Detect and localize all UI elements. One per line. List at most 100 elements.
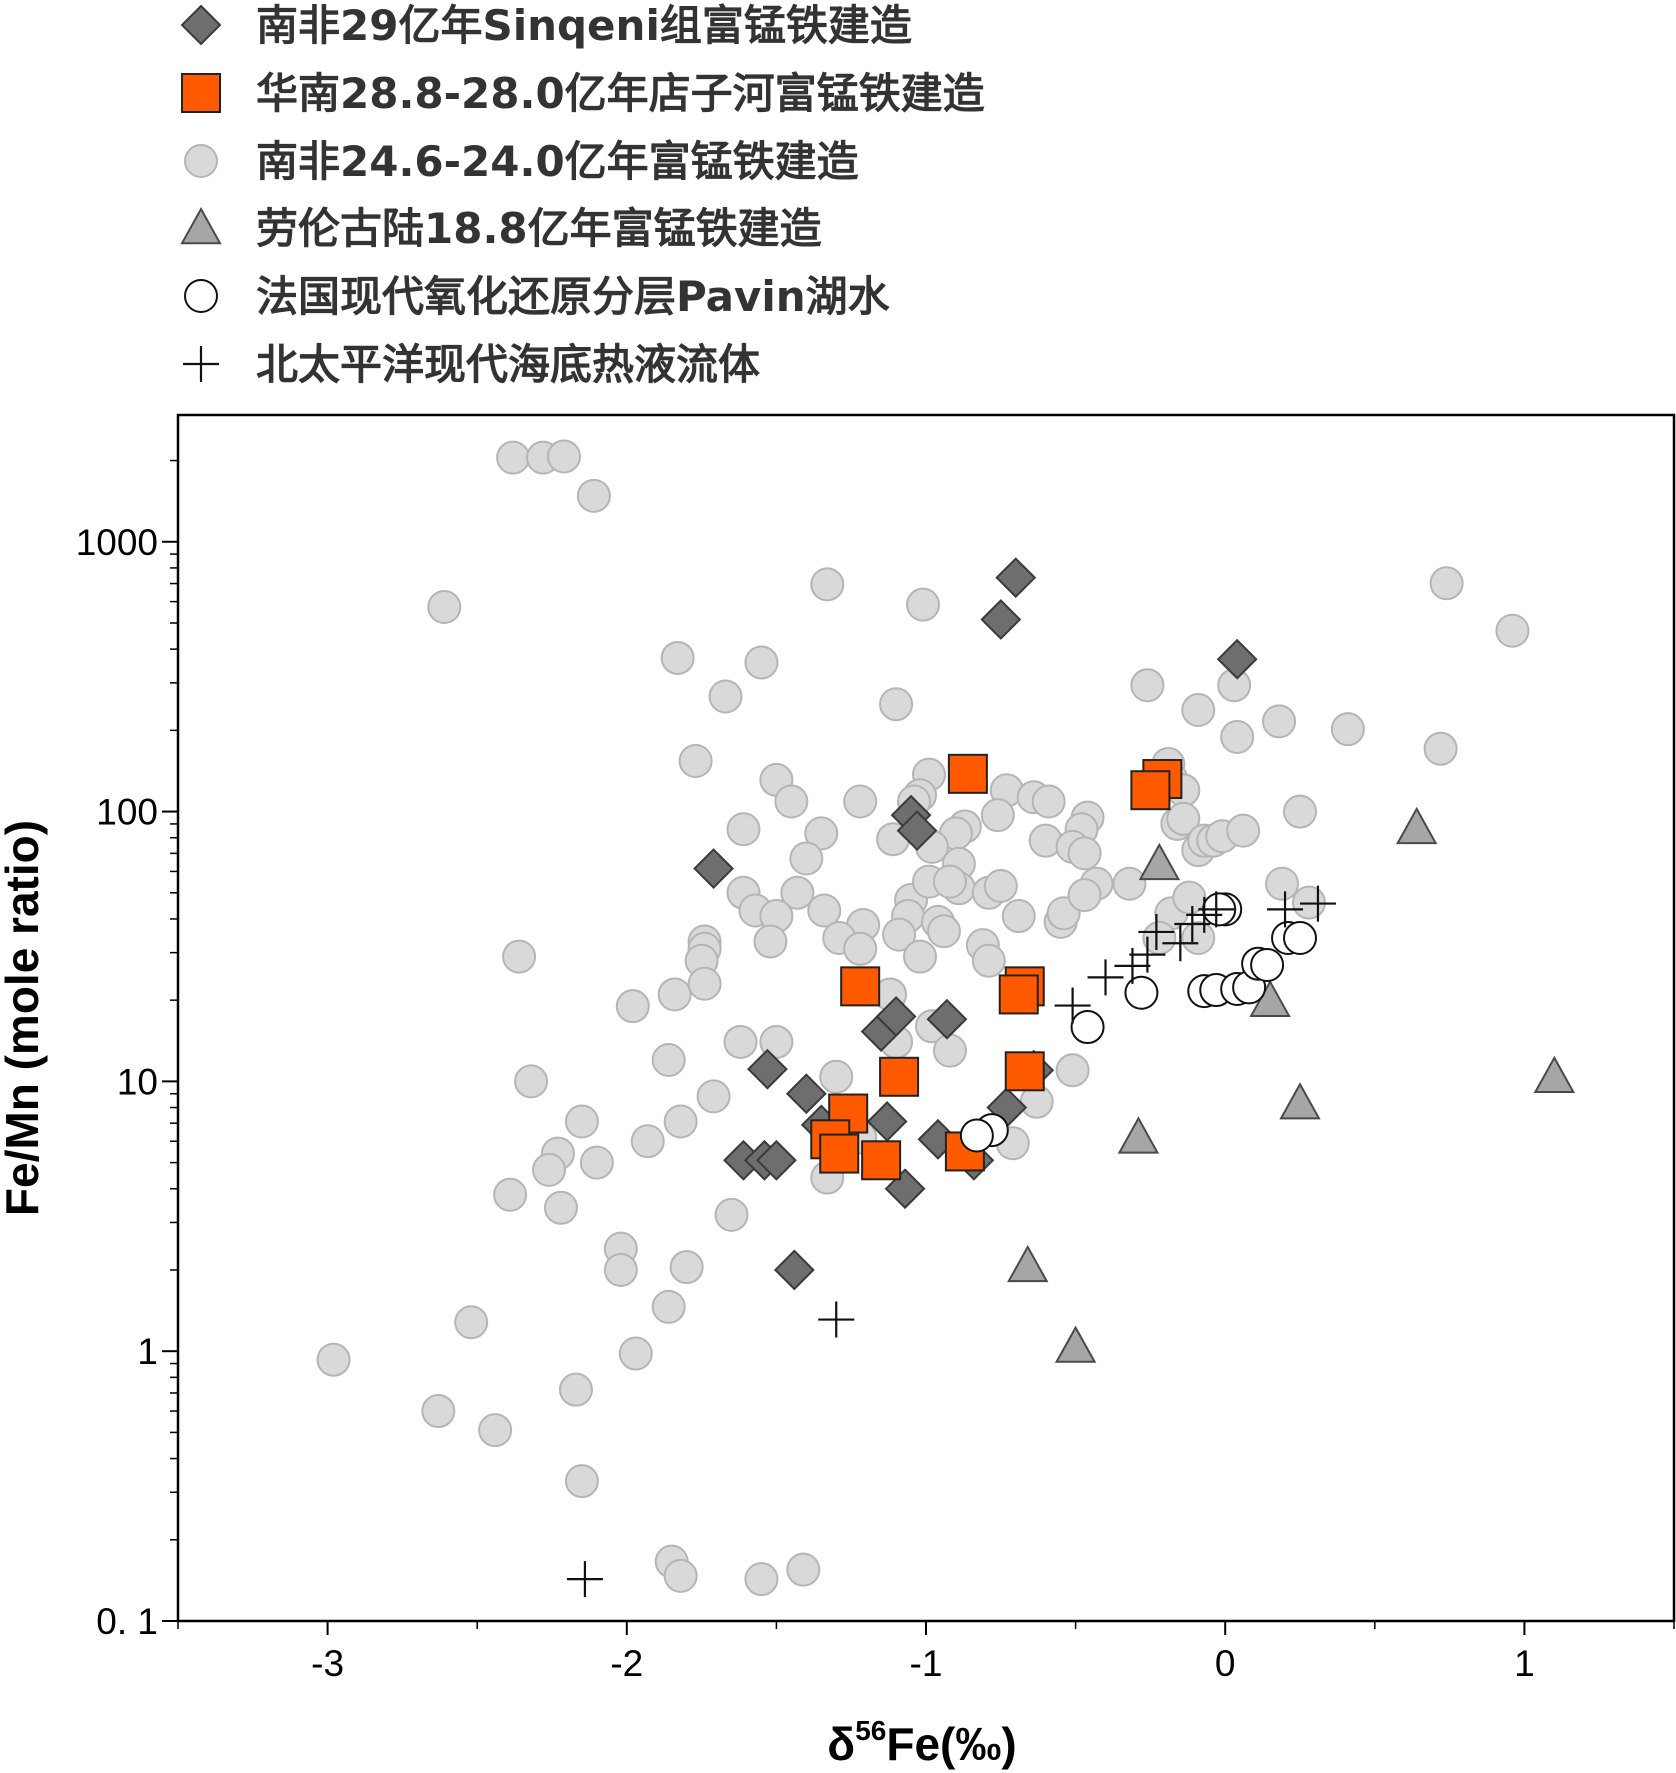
data-point-circle [1181, 920, 1216, 955]
data-point-circle [726, 812, 761, 847]
data-point-triangle [1279, 1082, 1321, 1120]
data-point-circle [774, 784, 809, 819]
data-point-circle [618, 1336, 653, 1371]
legend-symbol-square [181, 73, 221, 113]
data-point-circle [532, 1152, 567, 1187]
data-point-circle [786, 1552, 821, 1587]
data-point-circle [669, 1250, 704, 1285]
data-point-circle [879, 687, 914, 722]
x-tick-label: 0 [1215, 1643, 1236, 1684]
series-plus [566, 885, 1336, 1598]
data-point-circle [615, 989, 650, 1024]
x-axis-label-delta: δ [827, 1718, 855, 1770]
data-point-diamond [755, 1139, 797, 1181]
legend-item-5: 北太平洋现代海底热液流体 [183, 340, 760, 389]
legend-item-3: 劳伦古陆18.8亿年富锰铁建造 [180, 204, 822, 253]
y-tick-label: 0. 1 [96, 1601, 158, 1642]
data-point-diamond [896, 810, 938, 852]
data-point-circle [546, 439, 581, 474]
data-point-circle [660, 640, 695, 675]
data-point-plus [1299, 885, 1336, 922]
data-point-square [840, 966, 881, 1007]
data-point-plus [1129, 936, 1166, 973]
data-point-circle [744, 1562, 779, 1597]
x-axis-label-rest: Fe(‰) [886, 1718, 1016, 1770]
data-point-square [861, 1140, 902, 1181]
data-point-triangle [1007, 1244, 1049, 1283]
data-point-diamond [995, 557, 1037, 599]
legend-symbol-plus [183, 346, 219, 382]
legend-item-2: 南非24.6-24.0亿年富锰铁建造 [184, 137, 859, 186]
y-tick-label: 100 [96, 792, 158, 833]
legend-symbol-triangle [180, 206, 222, 245]
legend-symbol-diamond [180, 4, 222, 46]
x-axis-label-superscript: 56 [855, 1715, 886, 1746]
x-tick-label: 1 [1514, 1643, 1535, 1684]
y-tick-label: 10 [117, 1061, 158, 1102]
data-point-circle [1055, 1053, 1090, 1088]
data-point-circle [478, 1413, 513, 1448]
legend-label: 南非24.6-24.0亿年富锰铁建造 [256, 137, 859, 186]
data-point-circle [421, 1394, 456, 1429]
data-point-diamond [747, 1048, 788, 1090]
data-point-circle [882, 917, 917, 952]
data-point-open-circle [1250, 947, 1285, 982]
data-point-circle [564, 1464, 599, 1499]
legend-marker-square [181, 73, 221, 113]
data-point-circle [723, 1024, 758, 1059]
data-point-circle [1031, 784, 1066, 819]
data-point-circle [651, 1289, 686, 1324]
data-point-plus [1267, 891, 1304, 928]
data-point-circle [651, 1043, 686, 1078]
data-point-square [998, 974, 1039, 1015]
legend-symbol-circle [184, 144, 218, 178]
x-axis-label: δ56Fe(‰) [827, 1715, 1016, 1770]
series-triangle [1007, 806, 1576, 1363]
legend-marker-plus [183, 346, 219, 382]
data-point-circle [427, 590, 462, 625]
data-point-circle [1220, 719, 1255, 754]
data-point-triangle [1533, 1055, 1576, 1093]
data-point-plus [1198, 891, 1235, 928]
data-point-circle [807, 893, 842, 928]
data-point-triangle [1395, 806, 1438, 845]
legend-marker-triangle [180, 206, 222, 245]
data-point-circle [576, 478, 611, 513]
data-point-circle [843, 784, 878, 819]
axes: -3 -2 -1 0 1 0. 1 1 10 100 1000 [76, 459, 1675, 1684]
data-point-circle [316, 1342, 351, 1377]
legend-label: 劳伦古陆18.8亿年富锰铁建造 [256, 204, 822, 253]
data-point-circle [1181, 692, 1216, 727]
data-point-circle [983, 868, 1018, 903]
data-point-circle [678, 743, 713, 778]
data-point-circle [1130, 668, 1165, 703]
data-point-plus [1162, 925, 1199, 962]
data-point-circle [454, 1305, 489, 1340]
legend-marker-open-circle [184, 279, 218, 313]
data-point-circle [708, 679, 743, 714]
data-point-circle [603, 1252, 638, 1287]
data-point-circle [843, 931, 878, 966]
series-circle [316, 439, 1530, 1597]
data-point-circle [1067, 878, 1102, 913]
legend-item-1: 华南28.8-28.0亿年店子河富锰铁建造 [181, 69, 985, 118]
data-point-circle [980, 798, 1015, 833]
y-tick-label: 1000 [76, 522, 158, 563]
data-point-open-circle [1124, 975, 1159, 1010]
data-point-diamond [693, 848, 734, 889]
data-point-circle [804, 816, 839, 851]
data-point-circle [926, 914, 961, 949]
data-point-square [1004, 1051, 1045, 1092]
data-point-plus [1054, 987, 1091, 1024]
data-point-square [947, 753, 988, 794]
data-point-circle [514, 1064, 549, 1099]
data-point-square [1130, 770, 1171, 811]
plot-frame [176, 413, 1676, 1623]
data-point-circle [502, 939, 537, 974]
data-point-circle [543, 1190, 578, 1225]
data-points [316, 439, 1576, 1598]
data-point-triangle [1117, 1116, 1160, 1154]
data-point-circle [630, 1124, 665, 1159]
data-point-circle [1495, 613, 1530, 648]
data-point-circle [906, 587, 941, 622]
